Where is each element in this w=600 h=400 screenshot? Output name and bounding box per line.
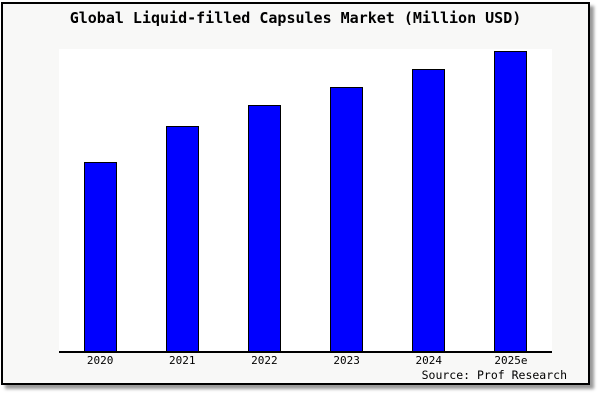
bar-2023: [330, 86, 364, 351]
bar-slot-2025e: [470, 49, 552, 351]
bar-slot-2023: [306, 49, 388, 351]
bar-slot-2021: [141, 49, 223, 351]
chart-title: Global Liquid-filled Capsules Market (Mi…: [69, 9, 522, 27]
x-tick-label-2024: 2024: [415, 354, 443, 367]
x-tick-label-2023: 2023: [333, 354, 360, 367]
chart-frame: Global Liquid-filled Capsules Market (Mi…: [1, 2, 590, 385]
bar-2021: [165, 125, 199, 351]
plot-area: [59, 49, 552, 353]
bars-row: [59, 49, 552, 351]
bar-2022: [247, 104, 281, 351]
x-axis-labels: 2020 2021 2022 2023 2024 2025e: [59, 354, 552, 367]
bar-slot-2022: [223, 49, 305, 351]
bar-2020: [83, 161, 117, 351]
x-tick-label-2021: 2021: [169, 354, 196, 367]
bar-2025e: [494, 50, 528, 351]
bar-slot-2020: [59, 49, 141, 351]
x-tick-label-2025e: 2025e: [494, 354, 528, 367]
bar-slot-2024: [388, 49, 470, 351]
x-tick-label-2020: 2020: [86, 354, 114, 367]
source-note: Source: Prof Research: [421, 368, 567, 382]
x-tick-label-2022: 2022: [251, 354, 278, 367]
bar-2024: [412, 68, 446, 351]
